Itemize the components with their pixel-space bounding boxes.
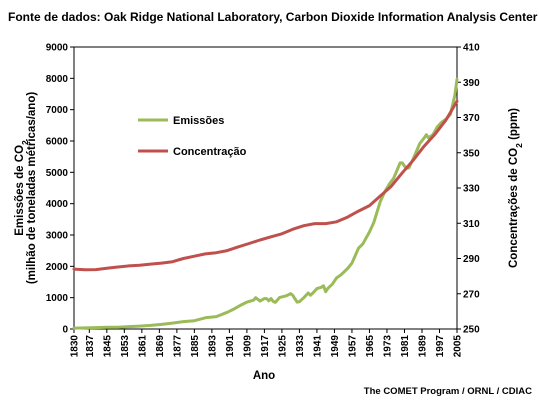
x-tick-label: 1997 — [435, 335, 446, 358]
x-tick-label: 1925 — [277, 335, 288, 358]
x-tick-label: 1901 — [225, 335, 236, 358]
series-concentration-line — [72, 99, 459, 272]
y-axis-left-title-line2: (milhão de toneladas métricas/ano) — [26, 92, 38, 285]
y-left-tick-label: 8000 — [46, 74, 69, 85]
y-right-tick-label: 350 — [463, 148, 480, 159]
y-right-tick-label: 290 — [463, 254, 480, 265]
x-tick-label: 1877 — [172, 335, 183, 358]
y-axis-left-title-line1: Emissões de CO2 — [14, 140, 30, 236]
y-left-tick-label: 2000 — [46, 262, 69, 273]
y-left-tick-label: 7000 — [46, 105, 69, 116]
x-tick-label: 1845 — [102, 335, 113, 358]
legend: Emissões Concentração — [138, 115, 247, 158]
x-tick-label: 1965 — [365, 335, 376, 358]
chart-credit: The COMET Program / ORNL / CDIAC — [364, 386, 532, 397]
y-left-tick-label: 4000 — [46, 199, 69, 210]
y-left-tick-label: 5000 — [46, 168, 69, 179]
y-left-tick-label: 0 — [62, 325, 68, 336]
x-axis-title: Ano — [253, 370, 275, 382]
x-tick-label: 1837 — [85, 335, 96, 358]
chart-source-title: Fonte de dados: Oak Ridge National Labor… — [8, 10, 538, 24]
plot-frame — [73, 46, 458, 330]
y-right-tick-label: 270 — [463, 289, 480, 300]
x-tick-label: 1917 — [260, 335, 271, 358]
series-emissions-line — [72, 77, 459, 330]
x-tick-label: 1973 — [382, 335, 393, 358]
x-tick-label: 1861 — [137, 335, 148, 358]
x-tick-label: 1830 — [70, 335, 81, 358]
legend-concentration-label: Concentração — [173, 146, 247, 158]
x-tick-label: 1981 — [400, 335, 411, 358]
y-right-tick-label: 330 — [463, 184, 480, 195]
y-right-tick-label: 410 — [463, 43, 480, 54]
y-left-tick-label: 6000 — [46, 137, 69, 148]
y-right-tick-label: 250 — [463, 325, 480, 336]
x-tick-label: 1933 — [295, 335, 306, 358]
x-tick-label: 1941 — [312, 335, 323, 358]
tick-labels: 1830 1837 1845 1853 1861 1869 1877 1885 1893 1901… — [46, 43, 480, 358]
x-tick-label: 1989 — [417, 335, 428, 358]
x-tick-label: 1869 — [155, 335, 166, 358]
y-right-tick-label: 310 — [463, 219, 480, 230]
x-tick-label: 1853 — [120, 335, 131, 358]
axes — [70, 46, 461, 333]
x-tick-label: 2005 — [453, 335, 464, 358]
y-left-tick-label: 1000 — [46, 293, 69, 304]
x-tick-label: 1909 — [242, 335, 253, 358]
y-axis-left-title: Emissões de CO2 (milhão de toneladas mét… — [14, 92, 38, 285]
series-group — [72, 77, 459, 330]
y-axis-right-title: Concentrações de CO2 (ppm) — [508, 108, 524, 268]
x-tick-label: 1949 — [330, 335, 341, 358]
legend-emissions-label: Emissões — [173, 115, 224, 127]
x-tick-label: 1893 — [207, 335, 218, 358]
y-left-tick-label: 9000 — [46, 43, 69, 54]
y-left-tick-label: 3000 — [46, 231, 69, 242]
y-right-tick-label: 370 — [463, 113, 480, 124]
y-right-tick-label: 390 — [463, 78, 480, 89]
x-tick-label: 1957 — [347, 335, 358, 358]
x-tick-label: 1885 — [190, 335, 201, 358]
